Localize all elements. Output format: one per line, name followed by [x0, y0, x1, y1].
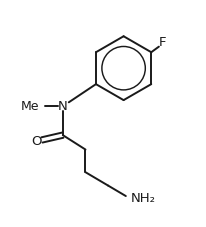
Text: NH₂: NH₂ — [131, 192, 156, 205]
Text: O: O — [31, 135, 41, 148]
Text: N: N — [58, 100, 68, 113]
Text: Me: Me — [21, 100, 39, 113]
Text: F: F — [159, 37, 166, 49]
